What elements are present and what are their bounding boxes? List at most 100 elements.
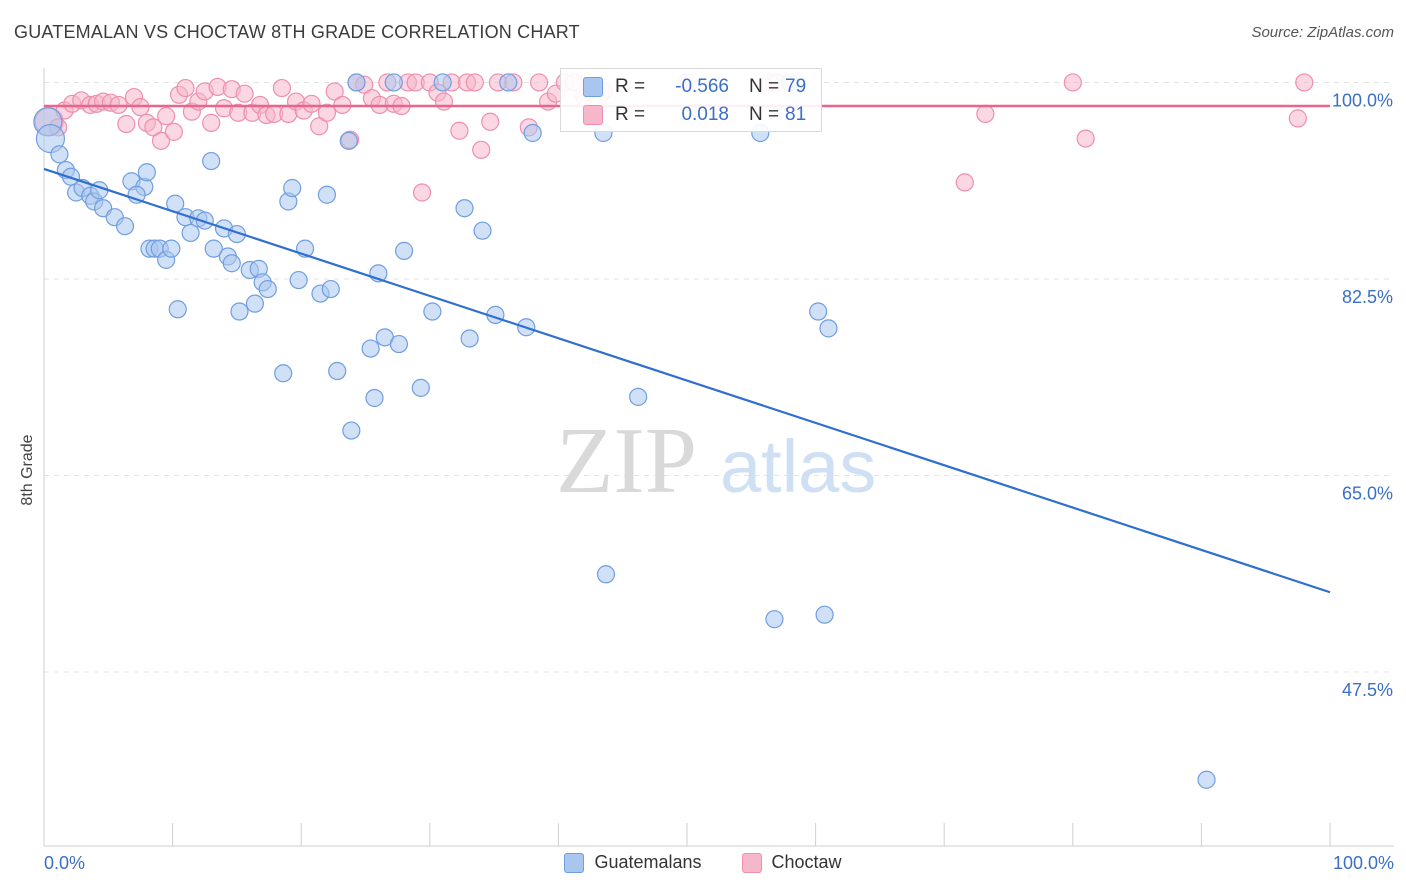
y-tick-label: 47.5% [1342,680,1393,700]
legend-label-choctaw: Choctaw [771,852,842,872]
data-point [272,78,292,98]
legend-row-guatemalans: R = -0.566 N = 79 [561,73,825,101]
data-point [195,211,214,230]
y-tick-label: 65.0% [1342,483,1393,503]
series-legend: Guatemalans Choctaw [0,852,1406,873]
legend-r-label: R = [615,76,646,97]
legend-swatch-guatemalans [564,852,585,873]
data-point [472,140,491,159]
data-point [317,103,337,122]
data-point [394,241,414,260]
data-point [1288,109,1307,128]
data-point [317,185,337,204]
legend-n-label: N = [749,76,780,97]
series-guatemalans-points [33,73,1216,789]
data-point [202,113,221,132]
legend-n-value: 79 [785,76,807,97]
x-tick-right: 100.0% [1332,853,1394,873]
data-point [365,388,384,408]
data-point [955,173,974,192]
trend-lines [43,104,1331,594]
data-point [204,239,223,258]
data-point [245,294,265,313]
data-point [202,151,221,171]
data-point [815,605,834,624]
data-point [342,421,361,440]
data-point [339,131,358,150]
data-point [465,73,484,92]
legend-swatch-pink [583,105,603,125]
legend-item-guatemalans: Guatemalans [564,852,702,873]
grid-lines [44,81,1394,673]
data-point [809,302,828,321]
legend-swatch-choctaw [741,852,762,873]
data-point [50,145,69,164]
data-point [258,279,277,299]
data-point [222,254,241,273]
data-point [227,224,246,244]
axes [43,68,1394,847]
y-tick-label: 100.0% [1332,90,1393,110]
data-point [411,378,430,397]
data-point [1076,129,1095,148]
data-point [361,339,380,358]
data-point [423,302,442,321]
data-point [389,334,409,354]
data-point [976,104,995,123]
data-point [151,131,171,150]
data-point [1197,770,1216,789]
data-point [450,121,469,140]
data-point [473,221,492,240]
data-point [1063,73,1082,92]
data-point [455,199,474,218]
data-point [530,73,549,92]
watermark: ZIP atlas [556,409,876,513]
data-point [481,112,500,131]
trend-line-guatemalans [43,167,1331,594]
legend-item-choctaw: Choctaw [741,852,842,873]
legend-n-value: 81 [785,104,807,125]
watermark-atlas: atlas [720,425,876,508]
data-point [499,73,518,92]
data-point [629,387,648,406]
legend-row-choctaw: R = 0.018 N = 81 [561,101,825,129]
y-tick-labels: 100.0% 82.5% 65.0% 47.5% [1332,90,1393,700]
data-point [596,565,616,584]
watermark-zip: ZIP [556,409,697,513]
data-point [274,364,293,383]
legend-r-label: R = [615,104,646,125]
data-point [164,122,183,141]
legend-r-value: -0.566 [675,76,729,97]
data-point [819,319,838,338]
legend-n-label: N = [749,104,780,125]
data-point [302,94,321,113]
data-point [310,117,329,136]
data-point [230,302,249,321]
data-point [523,123,542,143]
data-point [434,92,454,111]
data-point [162,239,181,258]
data-point [235,84,254,103]
stats-legend: R = -0.566 N = 79 R = 0.018 N = 81 [560,68,822,132]
data-point [168,300,187,319]
y-tick-label: 82.5% [1342,287,1393,307]
data-point [137,163,156,182]
data-point [460,329,479,348]
data-point [384,73,403,92]
data-point [347,73,366,92]
chart-title: GUATEMALAN VS CHOCTAW 8TH GRADE CORRELAT… [14,22,580,42]
data-point [117,114,136,134]
data-point [325,82,344,101]
chart-source: Source: ZipAtlas.com [1251,24,1394,41]
data-point [157,107,176,126]
legend-r-value: 0.018 [681,104,729,125]
legend-swatch-blue [583,77,603,97]
data-point [283,178,302,198]
data-point [289,270,308,290]
data-point [181,223,200,243]
data-point [765,610,784,629]
data-point [328,361,347,381]
data-point [321,279,340,299]
legend-label-guatemalans: Guatemalans [594,852,702,872]
